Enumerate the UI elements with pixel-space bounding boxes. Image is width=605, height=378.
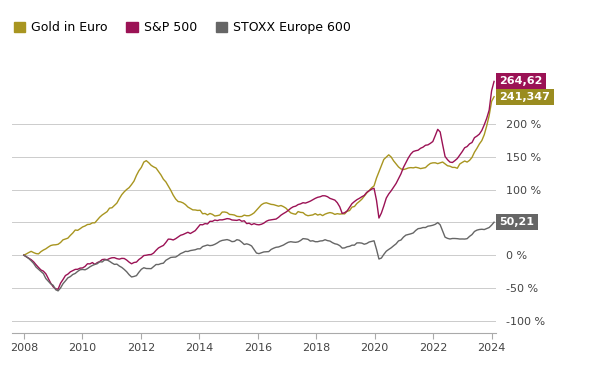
Text: 264,62: 264,62 [500,76,543,87]
Text: 50,21: 50,21 [500,217,535,227]
Text: 241,347: 241,347 [500,92,551,102]
Legend: Gold in Euro, S&P 500, STOXX Europe 600: Gold in Euro, S&P 500, STOXX Europe 600 [8,16,356,39]
